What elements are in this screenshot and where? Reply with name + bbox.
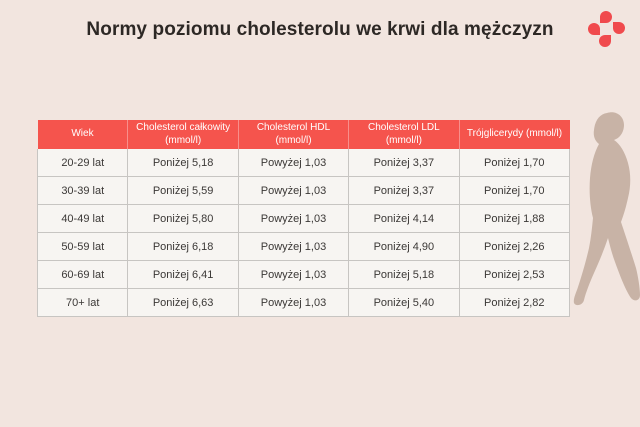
table-cell: Powyżej 1,03: [237, 232, 350, 261]
table-cell: Poniżej 5,18: [127, 149, 239, 177]
table-cell: Powyżej 1,03: [237, 260, 350, 289]
table-cell: Poniżej 6,41: [127, 260, 239, 289]
table-cell: Poniżej 2,53: [458, 260, 571, 289]
table-row: 50-59 lat Poniżej 6,18 Powyżej 1,03 Poniżej…: [36, 232, 571, 261]
table-row: 70+ lat Poniżej 6,63 Powyżej 1,03 Poniżej 5…: [36, 288, 571, 317]
table-cell: Poniżej 6,63: [127, 288, 239, 317]
page-title: Normy poziomu cholesterolu we krwi dla m…: [86, 19, 554, 40]
table-row: 40-49 lat Poniżej 5,80 Powyżej 1,03 Poniżej…: [36, 204, 571, 233]
column-header-2: Cholesterol HDL (mmol/l): [238, 120, 350, 149]
column-header-4: Trójglicerydy (mmol/l): [459, 120, 570, 149]
table-cell: Poniżej 5,18: [348, 260, 460, 289]
table-cell: Poniżej 2,26: [458, 232, 571, 261]
column-header-1: Cholesterol całkowity (mmol/l): [127, 120, 239, 149]
table-cell: 40-49 lat: [36, 204, 129, 233]
table-cell: Powyżej 1,03: [237, 204, 350, 233]
table-row: 30-39 lat Poniżej 5,59 Powyżej 1,03 Poniżej…: [36, 176, 571, 205]
table-header-row: Wiek Cholesterol całkowity (mmol/l) Choles…: [37, 120, 570, 149]
logo-petal-icon: [588, 23, 600, 35]
table-cell: 50-59 lat: [36, 232, 129, 261]
table-cell: 20-29 lat: [36, 149, 129, 177]
table-cell: Poniżej 6,18: [127, 232, 239, 261]
table-cell: Poniżej 1,88: [458, 204, 571, 233]
table-cell: Poniżej 1,70: [458, 149, 571, 177]
cholesterol-norms-table: Wiek Cholesterol całkowity (mmol/l) Choles…: [36, 120, 571, 317]
brand-logo-icon: [586, 9, 628, 51]
table-row: 60-69 lat Poniżej 6,41 Powyżej 1,03 Poniżej…: [36, 260, 571, 289]
table-cell: Powyżej 1,03: [237, 288, 350, 317]
table-cell: 60-69 lat: [36, 260, 129, 289]
table-row: 20-29 lat Poniżej 5,18 Powyżej 1,03 Poniżej…: [36, 149, 571, 177]
table-cell: Poniżej 5,59: [127, 176, 239, 205]
walking-man-silhouette: [573, 112, 640, 306]
table-cell: Poniżej 1,70: [458, 176, 571, 205]
table-cell: 30-39 lat: [36, 176, 129, 205]
table-cell: Poniżej 4,14: [348, 204, 460, 233]
logo-petal-icon: [599, 35, 611, 47]
table-cell: Poniżej 3,37: [348, 149, 460, 177]
table-cell: Poniżej 3,37: [348, 176, 460, 205]
table-cell: Poniżej 2,82: [458, 288, 571, 317]
table-cell: Poniżej 5,40: [348, 288, 460, 317]
table-cell: Poniżej 4,90: [348, 232, 460, 261]
logo-petal-icon: [600, 11, 612, 23]
table-cell: Poniżej 5,80: [127, 204, 239, 233]
column-header-3: Cholesterol LDL (mmol/l): [348, 120, 460, 149]
table-cell: Powyżej 1,03: [237, 176, 350, 205]
logo-petal-icon: [613, 22, 625, 34]
table-cell: Powyżej 1,03: [237, 149, 350, 177]
column-header-0: Wiek: [37, 120, 129, 149]
table-cell: 70+ lat: [36, 288, 129, 317]
